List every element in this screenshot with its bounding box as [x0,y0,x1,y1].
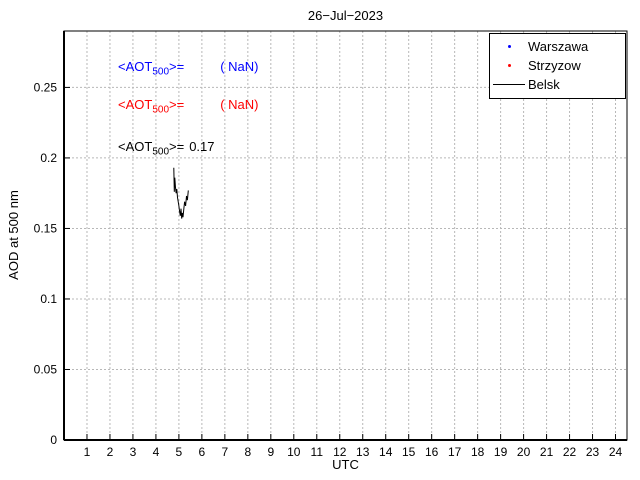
chart-title: 26−Jul−2023 [307,8,384,23]
svg-text:0: 0 [50,433,57,447]
svg-text:0.15: 0.15 [34,221,58,235]
svg-text:7: 7 [222,445,229,459]
svg-text:5: 5 [176,445,183,459]
legend-marker-box [490,64,528,67]
legend-label: Strzyzow [528,58,581,73]
x-axis-label: UTC [332,457,359,472]
annotation-value: ( NaN) [220,97,259,112]
svg-text:0.2: 0.2 [40,151,57,165]
annotation-label: <AOT500>= [118,97,185,116]
legend-item-warszawa: Warszawa [490,37,625,56]
svg-text:19: 19 [494,445,508,459]
svg-text:21: 21 [540,445,554,459]
y-axis-label: AOD at 500 nm [6,190,21,280]
svg-text:10: 10 [287,445,301,459]
annotation-mean-strzyzow: <AOT500>= ( NaN) [118,97,258,116]
legend-label: Belsk [528,77,560,92]
svg-text:11: 11 [311,445,324,459]
legend: Warszawa Strzyzow Belsk [489,33,626,99]
svg-text:12: 12 [333,445,347,459]
legend-marker-box [490,45,528,48]
legend-label: Warszawa [528,39,589,54]
svg-text:15: 15 [402,445,416,459]
svg-text:6: 6 [199,445,206,459]
svg-text:18: 18 [471,445,485,459]
svg-text:22: 22 [563,445,577,459]
svg-text:4: 4 [153,445,160,459]
svg-text:14: 14 [379,445,393,459]
belsk-line-marker-icon [493,84,525,85]
legend-item-strzyzow: Strzyzow [490,56,625,75]
annotation-label: <AOT500>= [118,139,185,158]
warszawa-dot-marker-icon [507,45,511,48]
strzyzow-dot-marker-icon [507,64,511,67]
svg-text:1: 1 [84,445,91,459]
svg-text:16: 16 [425,445,439,459]
svg-text:23: 23 [586,445,600,459]
svg-text:0.1: 0.1 [40,292,57,306]
svg-text:24: 24 [609,445,623,459]
annotation-mean-warszawa: <AOT500>= ( NaN) [118,59,258,78]
svg-text:9: 9 [267,445,274,459]
svg-text:20: 20 [517,445,531,459]
annotation-value: 0.17 [189,139,215,154]
legend-item-belsk: Belsk [490,75,625,94]
annotation-label: <AOT500>= [118,59,185,78]
annotation-mean-belsk: <AOT500>= 0.17 [118,139,215,158]
svg-text:13: 13 [356,445,370,459]
svg-text:2: 2 [107,445,114,459]
svg-text:0.25: 0.25 [34,80,58,94]
svg-text:8: 8 [244,445,251,459]
annotation-value: ( NaN) [220,59,259,74]
svg-text:3: 3 [130,445,137,459]
svg-text:17: 17 [448,445,462,459]
legend-marker-box [490,84,528,85]
svg-text:0.05: 0.05 [34,362,58,376]
